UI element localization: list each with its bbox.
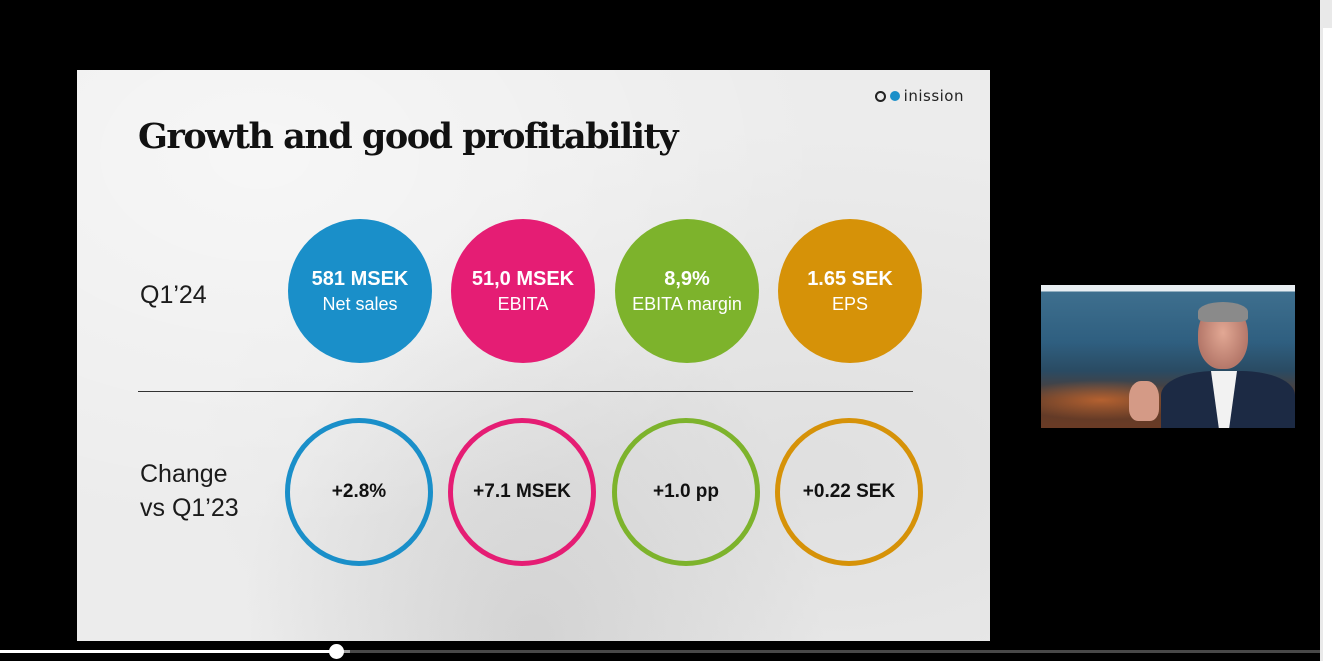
scrollbar-thumb[interactable] (1323, 28, 1332, 661)
kpi-value: 581 MSEK (311, 268, 409, 290)
kpi-value: 51,0 MSEK (471, 268, 575, 290)
change-ring-ebita-margin: +1.0 pp (612, 418, 760, 566)
kpi-label: Net sales (322, 294, 398, 314)
logo-dot-icon (889, 91, 900, 101)
change-label-line1: Change (140, 460, 228, 488)
kpi-value: 1.65 SEK (807, 268, 893, 290)
kpi-label: EBITA (497, 294, 549, 314)
change-ring-net-sales: +2.8% (285, 418, 433, 566)
progress-played (0, 650, 337, 653)
company-logo: inission (874, 87, 964, 105)
kpi-circle-ebita: 51,0 MSEK EBITA (451, 219, 595, 363)
kpi-circle-eps: 1.65 SEK EPS (778, 219, 922, 363)
kpi-label: EPS (831, 294, 869, 314)
change-value: +2.8% (331, 481, 387, 502)
presentation-slide: inission Growth and good profitability Q… (77, 70, 990, 641)
slide-title: Growth and good profitability (138, 116, 679, 157)
change-ring-eps: +0.22 SEK (775, 418, 923, 566)
kpi-value: 8,9% (664, 268, 710, 290)
progress-scrubber-handle[interactable] (329, 644, 345, 659)
change-label-line2: vs Q1’23 (140, 494, 239, 522)
kpi-circle-net-sales: 581 MSEK Net sales (288, 219, 432, 363)
change-period-label: Change vs Q1’23 (140, 457, 239, 525)
speaker-hand (1129, 381, 1159, 421)
progress-track[interactable] (0, 650, 1320, 653)
row-divider (138, 391, 913, 392)
speaker-hair (1198, 302, 1248, 322)
kpi-label: EBITA margin (632, 294, 742, 314)
logo-ring-icon (874, 90, 886, 102)
speaker-video-feed[interactable] (1041, 285, 1295, 428)
current-period-label: Q1’24 (140, 281, 207, 309)
logo-text: inission (903, 87, 964, 105)
change-value: +0.22 SEK (802, 481, 896, 502)
kpi-circle-ebita-margin: 8,9% EBITA margin (615, 219, 759, 363)
change-value: +1.0 pp (653, 481, 719, 502)
change-ring-ebita: +7.1 MSEK (448, 418, 596, 566)
change-value: +7.1 MSEK (473, 481, 571, 502)
